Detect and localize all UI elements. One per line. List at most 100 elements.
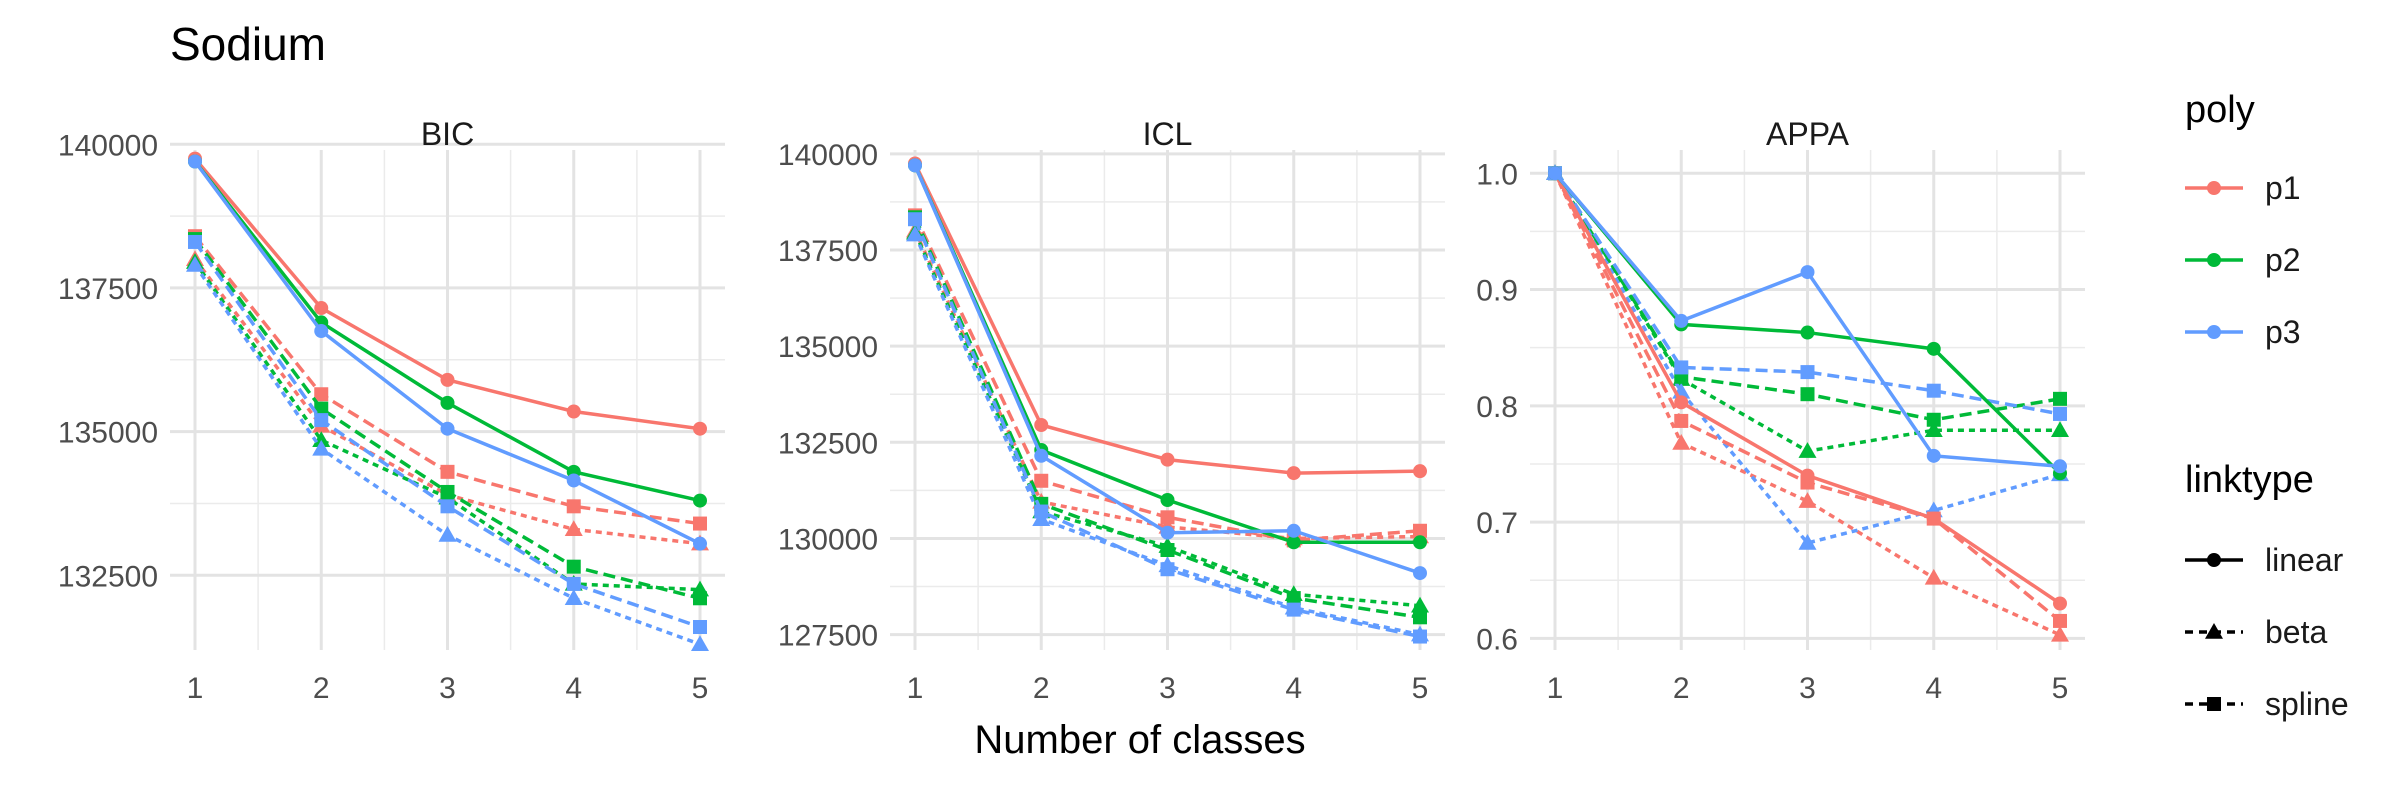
point-p1-spline (1034, 473, 1049, 488)
x-tick-label: 3 (439, 672, 456, 705)
point-p3-spline (1286, 602, 1301, 617)
point-p3-spline (566, 576, 581, 591)
x-tick-label: 4 (565, 672, 582, 705)
series-line-p3-spline (1553, 172, 2061, 416)
y-tick-label: 132500 (58, 560, 158, 593)
panel-strip-label: APPA (1766, 116, 1850, 152)
x-tick-label: 1 (187, 672, 204, 705)
point-p2-beta (1798, 442, 1817, 458)
point-p2-linear (693, 493, 707, 508)
y-tick-label: 137500 (778, 235, 878, 268)
point-p3-linear (1674, 313, 1689, 328)
y-tick-label: 132500 (778, 427, 878, 460)
point-p2-linear (1160, 493, 1175, 507)
y-tick-label: 137500 (58, 273, 158, 306)
x-tick-label: 3 (1799, 672, 1816, 705)
point-p3-linear (1160, 525, 1175, 540)
point-p1-linear (1800, 468, 1815, 483)
point-p1-beta (564, 520, 583, 537)
y-tick-label: 0.8 (1476, 391, 1518, 424)
legend-label-p1: p1 (2265, 170, 2301, 206)
point-p1-linear (1034, 418, 1049, 432)
legend-key-point-linear (2207, 553, 2221, 567)
point-p3-linear (908, 158, 922, 173)
legend-label-spline: spline (2265, 686, 2349, 722)
point-p1-spline (440, 464, 455, 479)
point-p3-beta (186, 255, 204, 272)
point-p1-spline (1413, 523, 1427, 538)
y-tick-label: 0.9 (1476, 275, 1518, 308)
point-p3-spline (440, 499, 455, 514)
point-p1-spline (566, 499, 581, 514)
point-p3-spline (908, 212, 922, 227)
x-tick-label: 2 (1033, 672, 1050, 705)
point-p3-spline (188, 234, 202, 249)
point-p2-spline (693, 591, 707, 606)
y-tick-label: 0.6 (1476, 623, 1518, 656)
point-p1-beta (1672, 434, 1691, 450)
point-p3-linear (2053, 459, 2067, 474)
point-p2-linear (1800, 325, 1815, 340)
point-p3-linear (1034, 448, 1049, 463)
point-p2-linear (1286, 535, 1301, 550)
point-p3-spline (314, 413, 329, 428)
point-p3-linear (1286, 523, 1301, 538)
point-p1-linear (440, 372, 455, 387)
legend-label-p2: p2 (2265, 242, 2301, 278)
panel-appa: 0.6 0.7 0.8 0.9 1.0 1 2 3 4 5 APPA (1476, 116, 2085, 705)
y-tick-label: 1.0 (1476, 158, 1518, 191)
legend-key-point-p2 (2207, 253, 2221, 267)
point-p1-linear (566, 404, 581, 419)
point-p3-linear (1413, 566, 1427, 581)
y-tick-label: 130000 (778, 523, 878, 556)
point-p3-spline (1674, 360, 1689, 375)
point-p2-spline (314, 401, 329, 416)
legend-key-point-p3 (2207, 325, 2221, 339)
point-p3-spline (1926, 383, 1941, 398)
point-p1-linear (693, 421, 707, 436)
point-p3-spline (2053, 406, 2067, 421)
x-tick-label: 5 (1412, 672, 1429, 705)
point-p2-spline (566, 559, 581, 574)
point-p3-linear (314, 324, 329, 339)
x-tick-label: 4 (1925, 672, 1942, 705)
x-axis-label: Number of classes (974, 718, 1305, 762)
point-p2-beta (1924, 421, 1943, 437)
legend-key-point-beta (2205, 623, 2223, 639)
chart-title: Sodium (170, 18, 326, 70)
point-p1-spline (2053, 613, 2067, 628)
x-tick-label: 1 (1547, 672, 1564, 705)
legend-label-beta: beta (2265, 614, 2327, 650)
y-tick-label: 135000 (778, 331, 878, 364)
point-p3-linear (188, 154, 202, 169)
point-p1-beta (2051, 625, 2069, 642)
x-tick-label: 2 (313, 672, 330, 705)
point-p3-linear (693, 536, 707, 551)
point-p2-linear (440, 395, 455, 410)
point-p2-beta (312, 431, 331, 447)
point-p2-spline (1160, 543, 1175, 557)
point-p3-spline (1800, 365, 1815, 380)
panel-icl: 127500 130000 132500 135000 137500 140000 1 2 3 4… (778, 116, 1445, 705)
y-tick-label: 135000 (58, 417, 158, 450)
panel-strip-label: BIC (421, 116, 474, 152)
x-tick-label: 4 (1285, 672, 1302, 705)
x-tick-label: 2 (1673, 672, 1690, 705)
point-p3-linear (1926, 448, 1941, 463)
x-tick-label: 5 (692, 672, 709, 705)
series-line-p1-beta (1553, 172, 2061, 637)
point-p2-spline (2053, 391, 2067, 406)
point-p3-spline (693, 620, 707, 635)
point-p2-spline (1286, 591, 1301, 606)
point-p2-beta (1411, 596, 1429, 613)
point-p2-spline (1926, 412, 1941, 427)
y-tick-label: 0.7 (1476, 507, 1518, 540)
point-p2-spline (440, 484, 455, 499)
point-p1-beta (1798, 492, 1817, 508)
point-p2-linear (1413, 535, 1427, 550)
point-p2-linear (1926, 341, 1941, 356)
point-p1-beta (1924, 568, 1943, 585)
point-p3-linear (566, 473, 581, 488)
point-p1-spline (1160, 510, 1175, 525)
